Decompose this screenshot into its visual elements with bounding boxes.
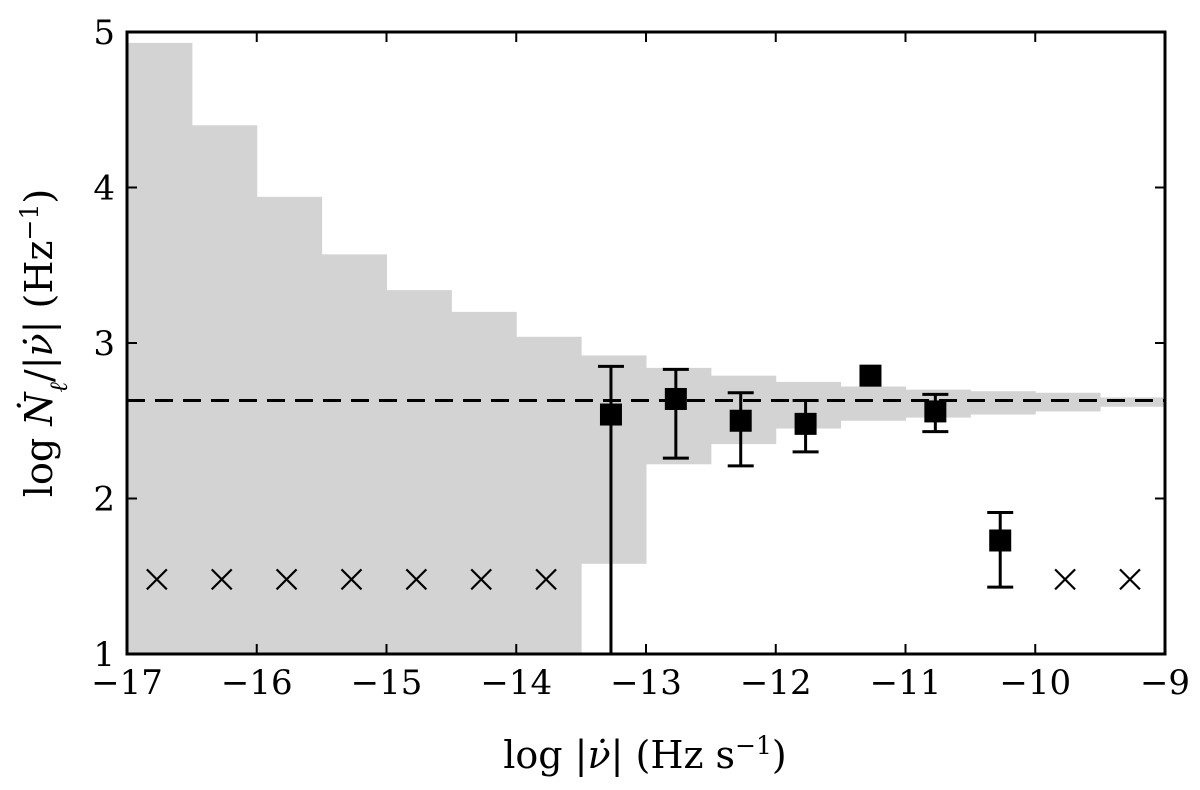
band-bin bbox=[321, 254, 387, 655]
band-bin bbox=[970, 391, 1036, 415]
axis-ticks: −17 −16 −15 −14 −13 −12 −11 −10 −9 1 2 3 4 5 bbox=[91, 13, 1190, 703]
cross-marker bbox=[275, 568, 298, 591]
square-marker bbox=[989, 529, 1012, 552]
y-tick-label: 1 bbox=[93, 635, 115, 675]
cross-stroke bbox=[340, 568, 363, 591]
shaded-band bbox=[127, 42, 1166, 655]
cross-stroke bbox=[210, 568, 233, 591]
data-points bbox=[599, 364, 1012, 552]
cross-marker bbox=[210, 568, 233, 591]
band-bin bbox=[581, 355, 647, 564]
cross-stroke bbox=[1054, 568, 1076, 591]
band-bin bbox=[1035, 392, 1101, 412]
x-tick-label: −11 bbox=[870, 663, 942, 703]
square-marker bbox=[664, 387, 687, 410]
band-bin bbox=[516, 336, 582, 654]
square-marker bbox=[729, 409, 752, 432]
x-tick-label: −17 bbox=[91, 663, 163, 703]
y-axis-title: log Ṅℓ/|ν̇| (Hz−1) bbox=[15, 189, 73, 497]
upper-limit-markers bbox=[146, 568, 1141, 591]
y-tick-label: 5 bbox=[93, 13, 115, 53]
cross-marker bbox=[1054, 568, 1076, 591]
cross-marker bbox=[1119, 568, 1141, 591]
cross-marker bbox=[405, 568, 428, 591]
x-tick-label: −13 bbox=[610, 663, 682, 703]
square-marker bbox=[859, 364, 882, 387]
cross-marker bbox=[535, 568, 557, 591]
band-bin bbox=[127, 42, 193, 654]
band-bin bbox=[191, 125, 258, 655]
x-tick-label: −14 bbox=[480, 663, 552, 703]
x-axis-title: log |ν̇| (Hz s−1) bbox=[503, 731, 787, 778]
y-tick-label: 4 bbox=[93, 169, 115, 209]
x-tick-label: −10 bbox=[999, 663, 1071, 703]
square-marker bbox=[599, 403, 622, 426]
cross-stroke bbox=[1119, 568, 1141, 591]
x-tick-label: −15 bbox=[351, 663, 423, 703]
band-bin bbox=[256, 196, 323, 654]
cross-stroke bbox=[405, 568, 428, 591]
cross-marker bbox=[146, 568, 168, 591]
cross-stroke bbox=[470, 568, 492, 591]
band-bin bbox=[451, 311, 517, 654]
band-bin bbox=[646, 367, 712, 465]
y-tick-label: 2 bbox=[93, 480, 115, 520]
x-tick-label: −16 bbox=[221, 663, 293, 703]
cross-stroke bbox=[535, 568, 557, 591]
cross-marker bbox=[340, 568, 363, 591]
cross-stroke bbox=[275, 568, 298, 591]
square-marker bbox=[924, 400, 947, 423]
x-tick-label: −12 bbox=[740, 663, 812, 703]
y-tick-label: 3 bbox=[93, 324, 115, 364]
band-bin bbox=[1100, 397, 1166, 407]
cross-stroke bbox=[146, 568, 168, 591]
cross-marker bbox=[470, 568, 492, 591]
band-bin bbox=[840, 386, 906, 421]
x-tick-label: −9 bbox=[1140, 663, 1190, 703]
square-marker bbox=[794, 412, 817, 435]
band-bin bbox=[386, 290, 452, 654]
